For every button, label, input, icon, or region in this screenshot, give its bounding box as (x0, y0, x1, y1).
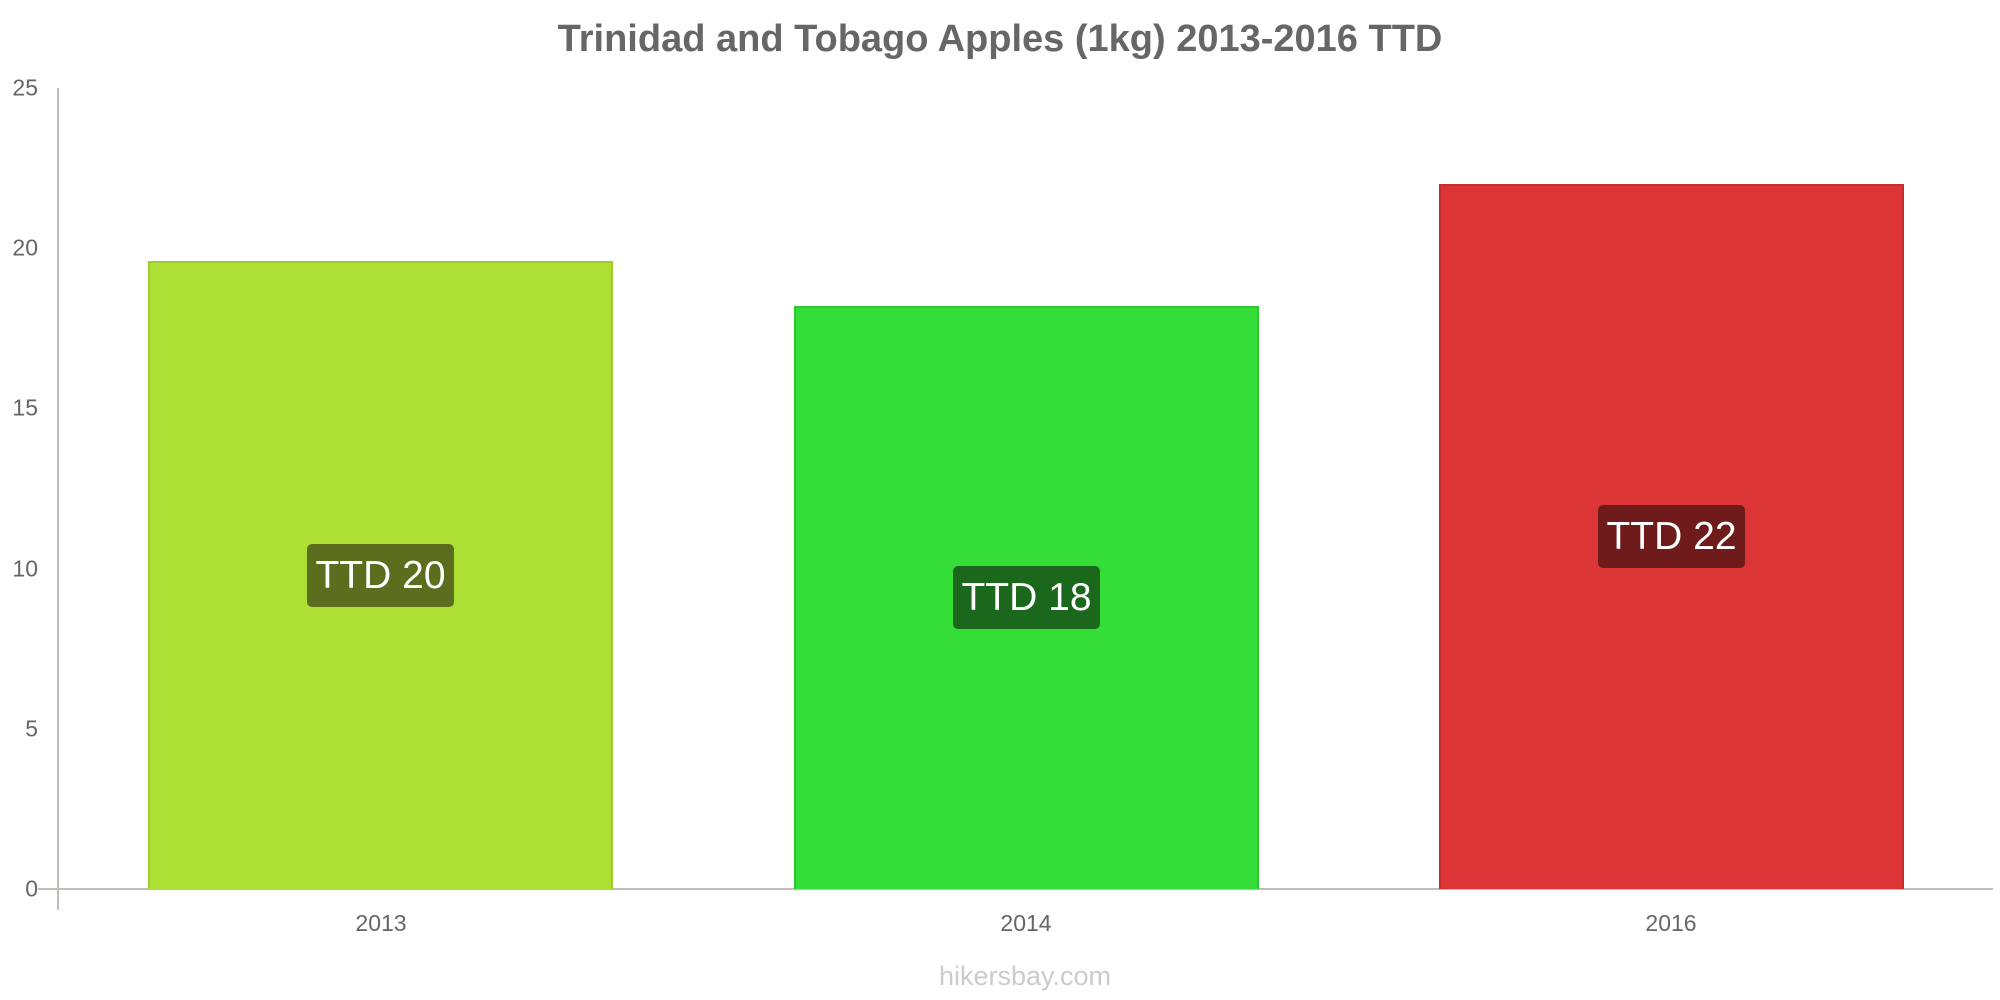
bar-value-label: TTD 20 (307, 543, 454, 607)
bar-value-label: TTD 18 (953, 565, 1100, 629)
y-tick-label: 25 (12, 74, 38, 101)
bar-value-label: TTD 22 (1598, 505, 1745, 569)
y-tick-label: 10 (12, 555, 38, 582)
x-axis-line (38, 888, 1993, 890)
y-tick-label: 0 (25, 875, 38, 902)
chart-title: Trinidad and Tobago Apples (1kg) 2013-20… (557, 18, 1443, 60)
watermark: hikersbay.com (938, 961, 1112, 991)
y-axis-line (57, 88, 59, 910)
x-tick-label: 2013 (355, 910, 407, 936)
y-tick-label: 20 (12, 234, 38, 261)
x-tick-label: 2016 (1645, 910, 1697, 936)
y-tick-label: 5 (25, 715, 38, 742)
y-tick-label: 15 (12, 394, 38, 421)
x-tick-label: 2014 (1000, 910, 1052, 936)
